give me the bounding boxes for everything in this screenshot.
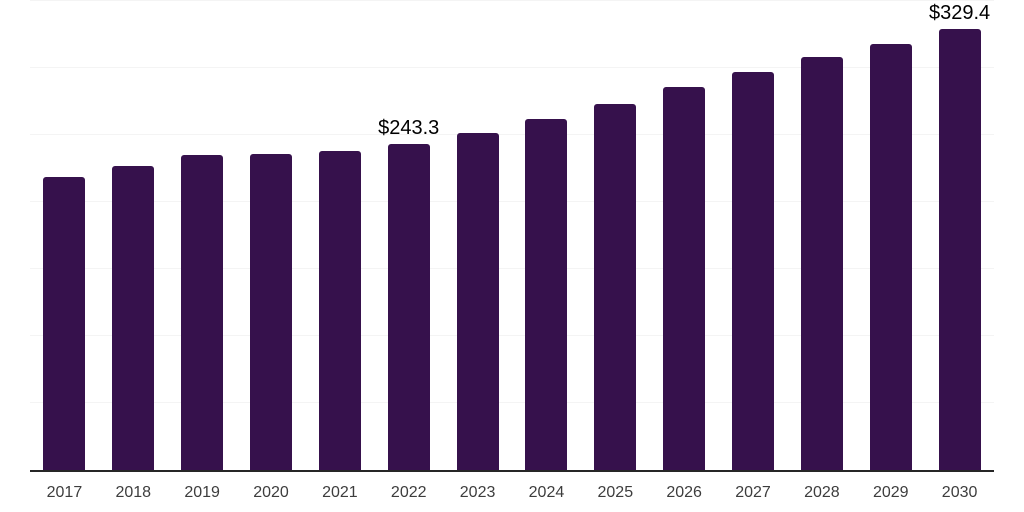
gridline-200 (30, 201, 994, 202)
x-tick-label-2019: 2019 (184, 484, 220, 501)
x-tick-label-2020: 2020 (253, 484, 289, 501)
bar-slot-2020 (237, 1, 306, 470)
bar-2022 (387, 143, 430, 470)
x-tick-label-2022: 2022 (390, 484, 427, 501)
bar-2019 (181, 155, 224, 470)
bar-2026 (663, 87, 706, 470)
plot-area: $243.3 $329.4 (30, 0, 994, 472)
bar-slot-2019 (168, 1, 237, 470)
bar-slot-2028 (787, 1, 856, 470)
bar-2023 (456, 132, 499, 470)
bar-2029 (869, 43, 912, 470)
x-tick-label-2021: 2021 (322, 484, 358, 501)
bar-2020 (250, 154, 292, 470)
bar-slot-2017 (30, 1, 99, 470)
gridline-300 (30, 67, 994, 68)
bar-2024 (525, 118, 568, 470)
bar-slot-2024 (512, 1, 581, 470)
data-label-2030: $329.4 (929, 1, 991, 24)
x-tick-label-2025: 2025 (597, 484, 634, 501)
x-tick-label-2030: 2030 (941, 484, 978, 501)
bar-slot-2023 (443, 1, 512, 470)
bars-container: $243.3 $329.4 (30, 1, 994, 470)
bar-2018 (112, 165, 155, 470)
bar-slot-2030: $329.4 (925, 1, 994, 470)
x-tick-label-2029: 2029 (872, 484, 909, 501)
bar-slot-2018 (99, 1, 168, 470)
bar-2025 (594, 103, 637, 470)
gridline-150 (30, 268, 994, 269)
x-tick-label-2023: 2023 (459, 484, 496, 501)
gridline-250 (30, 134, 994, 135)
bar-2027 (732, 72, 775, 470)
bar-2030 (938, 28, 981, 470)
data-label-2022: $243.3 (378, 116, 440, 139)
x-tick-label-2024: 2024 (528, 484, 565, 501)
x-tick-label-2017: 2017 (46, 484, 83, 501)
bar-2021 (318, 150, 361, 470)
x-tick-label-2026: 2026 (666, 484, 702, 501)
gridline-100 (30, 335, 994, 336)
bar-2017 (43, 177, 86, 470)
bar-slot-2022: $243.3 (374, 1, 443, 470)
bar-slot-2021 (305, 1, 374, 470)
gridline-50 (30, 402, 994, 403)
gridline-350 (30, 0, 994, 1)
bar-slot-2029 (856, 1, 925, 470)
bar-slot-2026 (650, 1, 719, 470)
x-tick-label-2028: 2028 (804, 484, 840, 501)
bar-slot-2025 (581, 1, 650, 470)
x-tick-label-2027: 2027 (735, 484, 771, 501)
bar-slot-2027 (719, 1, 788, 470)
bar-2028 (800, 57, 843, 470)
x-axis-labels: 2017 2018 2019 2020 2021 2022 2023 2024 2025 2026… (30, 472, 994, 502)
x-tick-label-2018: 2018 (115, 484, 152, 501)
